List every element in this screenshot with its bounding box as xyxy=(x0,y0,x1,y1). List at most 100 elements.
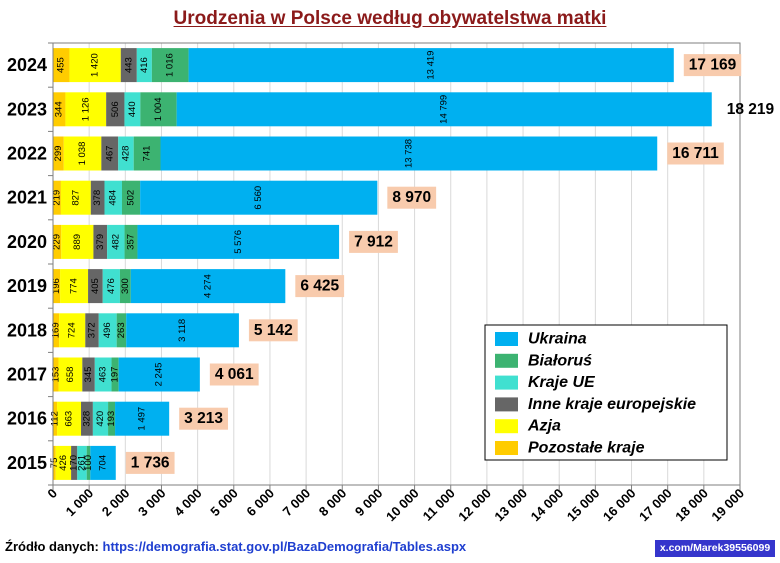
total-label: 6 425 xyxy=(300,278,339,295)
bar-2019-inne-kraje-europejskie xyxy=(88,269,103,304)
total-2023: 18 219 xyxy=(727,101,775,118)
legend-swatch-pozostale-kraje xyxy=(495,441,518,455)
total-label-box xyxy=(667,142,724,165)
author-badge: x.com/Marek39556099 xyxy=(655,540,775,557)
bar-2024-kraje-ue xyxy=(136,48,152,83)
total-2024: 17 169 xyxy=(683,54,742,77)
value-label-2023-inne-kraje-europejskie: 506 xyxy=(110,101,121,117)
value-label-2024-ukraina: 13 419 xyxy=(426,51,437,80)
total-2016: 3 213 xyxy=(179,407,228,430)
value-label-2022-ukraina: 13 738 xyxy=(403,139,414,168)
bar-2018-azja xyxy=(59,313,86,348)
bar-2016-kraje-ue xyxy=(92,401,109,436)
bar-2022-kraje-ue xyxy=(118,136,134,171)
legend-swatch-inne-kraje-europejskie xyxy=(495,397,518,412)
x-tick-label: 19 000 xyxy=(708,486,747,525)
x-tick-label: 16 000 xyxy=(600,486,639,525)
category-label-2015: 2015 xyxy=(7,453,47,473)
category-label-2020: 2020 xyxy=(7,232,47,252)
bar-2022-inne-kraje-europejskie xyxy=(101,136,119,171)
legend-swatch-azja xyxy=(495,419,518,434)
total-label: 1 736 xyxy=(131,454,170,471)
bar-2024-inne-kraje-europejskie xyxy=(120,48,137,83)
legend-item-bialorus: Białoruś xyxy=(495,352,592,369)
source-label: Źródło danych: xyxy=(5,539,99,554)
value-label-2021-inne-kraje-europejskie: 378 xyxy=(92,190,103,206)
x-tick-label: 3 000 xyxy=(135,486,169,520)
total-2017: 4 061 xyxy=(209,363,259,386)
category-label-2017: 2017 xyxy=(7,365,47,385)
x-tick-label: 7 000 xyxy=(280,486,314,520)
bar-2023-ukraina xyxy=(176,92,712,127)
value-label-2024-bialorus: 1 016 xyxy=(165,53,176,77)
value-label-2021-kraje-ue: 484 xyxy=(108,190,119,206)
bar-2019-pozostale-kraje xyxy=(53,269,61,304)
bar-2017-pozostale-kraje xyxy=(53,357,59,392)
value-label-2018-bialorus: 263 xyxy=(116,322,127,338)
bar-2020-kraje-ue xyxy=(107,224,125,259)
bar-2023-kraje-ue xyxy=(124,92,141,127)
value-label-2018-inne-kraje-europejskie: 372 xyxy=(87,322,98,338)
value-label-2017-kraje-ue: 463 xyxy=(98,367,109,383)
legend-label-ukraina: Ukraina xyxy=(528,331,587,348)
legend-label-pozostale-kraje: Pozostałe kraje xyxy=(528,440,645,457)
legend: Ukraina Białoruś Kraje UE Inne kraje europe… xyxy=(484,324,728,461)
value-label-2016-ukraina: 1 497 xyxy=(137,407,148,431)
x-tick-label: 14 000 xyxy=(528,486,567,525)
value-label-2023-kraje-ue: 440 xyxy=(127,101,138,117)
total-label: 4 061 xyxy=(215,366,254,383)
bar-2023-inne-kraje-europejskie xyxy=(106,92,125,127)
total-label-box xyxy=(387,186,437,209)
category-labels: 2024 2023 2022 2021 2020 2019 2018 2017 2016 2015 xyxy=(7,55,47,473)
bar-2019-kraje-ue xyxy=(102,269,120,304)
bar-2021-azja xyxy=(60,180,91,215)
bar-2015-ukraina xyxy=(90,445,116,480)
value-label-2015-bialorus: 100 xyxy=(83,455,94,471)
category-label-2016: 2016 xyxy=(7,409,47,429)
source-url: https://demografia.stat.gov.pl/BazaDemog… xyxy=(102,539,467,554)
bar-2023-bialorus xyxy=(140,92,177,127)
value-label-2024-pozostale-kraje: 455 xyxy=(56,57,67,73)
bar-2022-ukraina xyxy=(160,136,658,171)
value-label-2019-bialorus: 300 xyxy=(120,278,131,294)
value-label-2018-azja: 724 xyxy=(67,322,78,338)
bar-2016-inne-kraje-europejskie xyxy=(81,401,93,436)
total-labels: 17 169 18 219 16 711 8 970 7 912 6 425 5 142 4 … xyxy=(125,54,775,474)
value-label-2016-pozostale-kraje: 112 xyxy=(50,411,61,426)
value-label-2015-ukraina: 704 xyxy=(98,455,109,471)
value-label-2024-kraje-ue: 416 xyxy=(139,57,150,73)
value-label-2020-kraje-ue: 482 xyxy=(110,234,121,250)
value-label-2018-pozostale-kraje: 169 xyxy=(51,322,62,338)
bar-2020-pozostale-kraje xyxy=(53,224,62,259)
bar-2022-azja xyxy=(63,136,102,171)
total-label: 18 219 xyxy=(727,101,775,118)
value-label-2017-pozostale-kraje: 153 xyxy=(50,367,61,383)
value-label-2022-kraje-ue: 428 xyxy=(120,146,131,162)
bar-2017-kraje-ue xyxy=(94,357,112,392)
total-2022: 16 711 xyxy=(667,142,724,165)
bar-2017-azja xyxy=(58,357,83,392)
bar-2018-pozostale-kraje xyxy=(53,313,60,348)
value-label-2015-inne-kraje-europejskie: 170 xyxy=(69,455,80,471)
total-2019: 6 425 xyxy=(295,275,345,298)
value-label-2017-bialorus: 197 xyxy=(110,367,121,383)
total-label: 16 711 xyxy=(672,145,719,162)
value-label-2024-inne-kraje-europejskie: 443 xyxy=(123,57,134,73)
legend-label-azja: Azja xyxy=(527,418,561,435)
bar-2015-azja xyxy=(55,445,72,480)
value-label-2020-inne-kraje-europejskie: 379 xyxy=(95,234,106,250)
bar-2020-azja xyxy=(61,224,94,259)
source-line: Źródło danych: https://demografia.stat.g… xyxy=(5,539,466,555)
bar-2021-kraje-ue xyxy=(104,180,122,215)
value-label-2016-kraje-ue: 420 xyxy=(95,411,106,427)
value-label-2015-pozostale-kraje: 75 xyxy=(49,458,60,469)
chart-title: Urodzenia w Polsce według obywatelstwa m… xyxy=(173,8,607,29)
value-label-2017-inne-kraje-europejskie: 345 xyxy=(83,367,94,383)
legend-swatch-ukraina xyxy=(495,332,518,346)
value-label-2021-ukraina: 6 560 xyxy=(253,186,264,210)
legend-swatch-bialorus xyxy=(495,353,518,368)
bar-2024-bialorus xyxy=(151,48,189,83)
legend-box xyxy=(484,324,728,461)
total-label: 7 912 xyxy=(354,233,393,250)
value-label-2023-azja: 1 126 xyxy=(80,97,91,121)
